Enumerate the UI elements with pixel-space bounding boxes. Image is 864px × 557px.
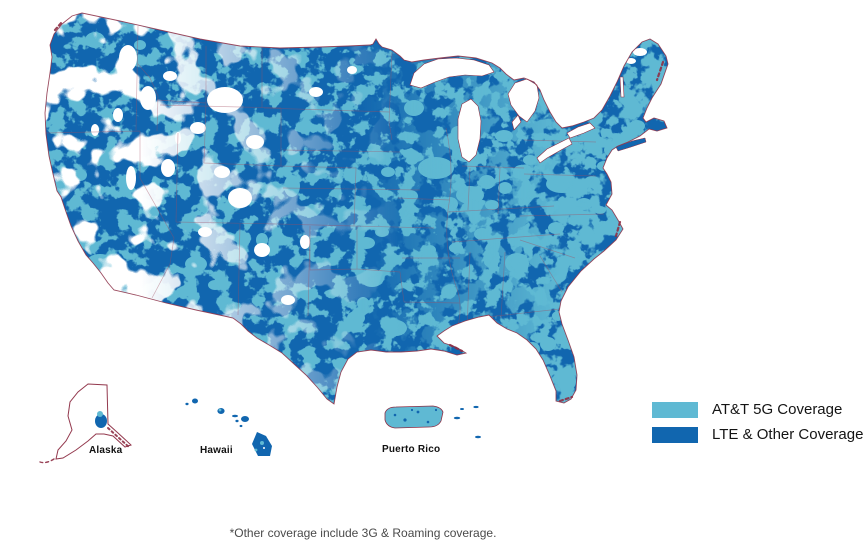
- alaska-aleutians: [39, 458, 55, 464]
- long-island: [615, 137, 647, 152]
- lake-erie: [536, 137, 573, 164]
- coverage-legend: AT&T 5G Coverage LTE & Other Coverage: [652, 401, 864, 451]
- hawaii-label: Hawaii: [200, 445, 233, 456]
- alaska-inset: [39, 383, 132, 464]
- legend-item-5g: AT&T 5G Coverage: [652, 401, 863, 419]
- lake-michigan: [457, 98, 482, 163]
- legend-swatch-lte: [652, 426, 698, 443]
- coastal-fringe-marks: [53, 20, 665, 403]
- lake-huron: [507, 78, 540, 123]
- alaska-label: Alaska: [89, 445, 123, 456]
- alaska-panhandle-marks: [107, 427, 131, 449]
- puerto-rico-island: [384, 405, 444, 429]
- puerto-rico-inset: [384, 405, 481, 439]
- lake-ontario: [566, 122, 596, 139]
- lake-champlain: [619, 76, 625, 98]
- hawaii-inset: [185, 398, 272, 456]
- coverage-footnote: *Other coverage include 3G & Roaming cov…: [229, 526, 497, 540]
- legend-label-lte: LTE & Other Coverage: [712, 425, 864, 443]
- hawaii-gap-dot: [263, 447, 265, 449]
- alaska-coverage-blob: [95, 411, 107, 428]
- great-lakes: [409, 57, 625, 164]
- lake-superior: [409, 57, 495, 89]
- legend-swatch-5g: [652, 402, 698, 419]
- legend-label-5g: AT&T 5G Coverage: [712, 401, 843, 418]
- state-boundaries: [45, 25, 605, 333]
- saginaw-bay: [511, 114, 522, 131]
- legend-item-lte: LTE & Other Coverage: [652, 425, 864, 444]
- alaska-outline: [55, 383, 132, 460]
- no-coverage-blobs: [91, 45, 647, 305]
- puerto-rico-label: Puerto Rico: [382, 444, 441, 455]
- us-outline: [44, 12, 669, 405]
